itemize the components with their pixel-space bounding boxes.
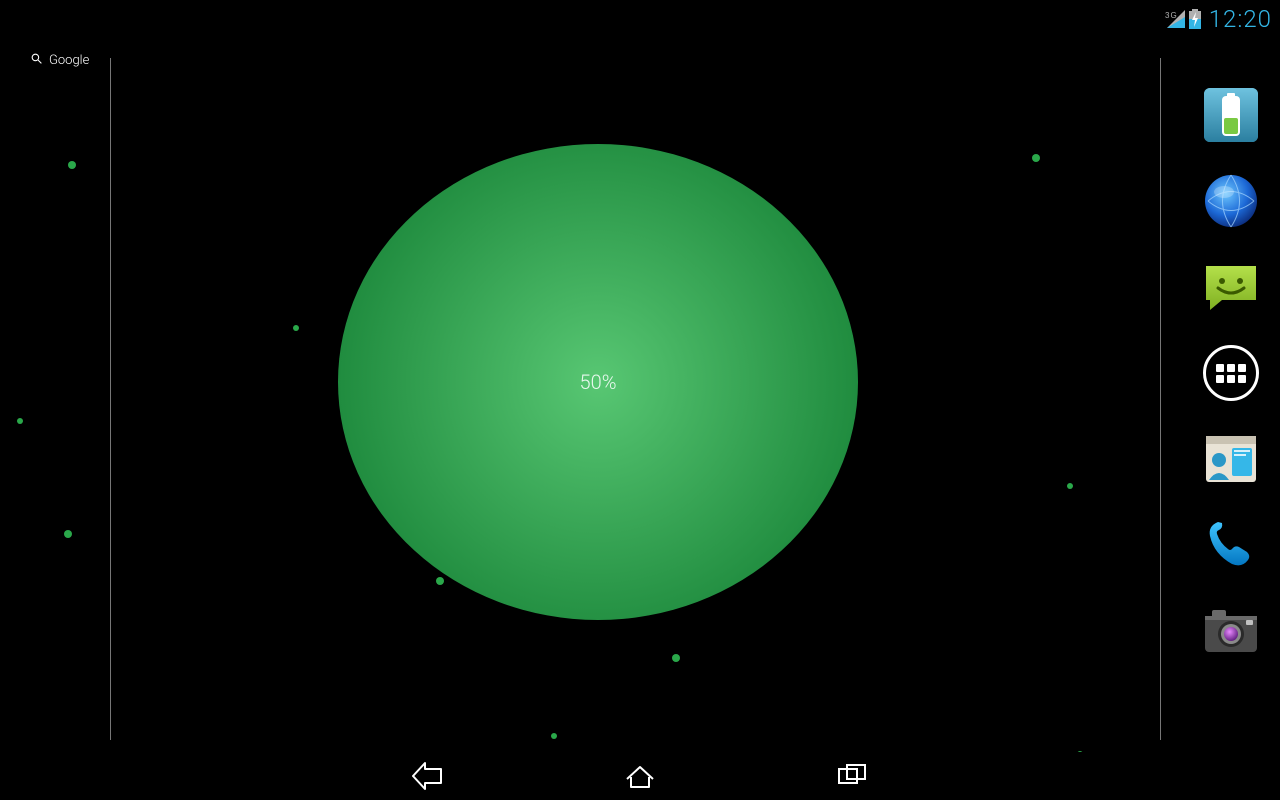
dock: [1196, 86, 1266, 730]
network-3g-icon: 3G: [1165, 10, 1185, 28]
google-search-label: Google: [49, 53, 89, 68]
battery-app-icon[interactable]: [1202, 86, 1260, 144]
search-icon: [30, 52, 43, 69]
battery-charging-icon: [1189, 9, 1201, 29]
wallpaper-particle: [672, 654, 680, 662]
browser-app-icon[interactable]: [1202, 172, 1260, 230]
wallpaper-particle: [17, 418, 23, 424]
messaging-app-icon[interactable]: [1202, 258, 1260, 316]
google-search-button[interactable]: Google: [22, 46, 101, 74]
phone-app-icon[interactable]: [1202, 516, 1260, 574]
wallpaper-layer: 50%: [0, 0, 1280, 800]
battery-blob: 50%: [338, 144, 858, 620]
app-drawer-icon: [1203, 345, 1259, 401]
page-divider-right: [1160, 58, 1161, 740]
svg-text:3G: 3G: [1165, 11, 1178, 20]
app-drawer-button[interactable]: [1202, 344, 1260, 402]
navigation-bar: [0, 752, 1280, 800]
contacts-app-icon[interactable]: [1202, 430, 1260, 488]
clock-text: 12:20: [1209, 5, 1272, 33]
back-button[interactable]: [407, 755, 449, 797]
battery-percent-label: 50%: [580, 370, 617, 394]
home-button[interactable]: [619, 755, 661, 797]
wallpaper-particle: [1032, 154, 1040, 162]
page-divider-left: [110, 58, 111, 740]
recents-button[interactable]: [831, 755, 873, 797]
wallpaper-particle: [1067, 483, 1073, 489]
wallpaper-particle: [551, 733, 557, 739]
wallpaper-particle: [64, 530, 72, 538]
wallpaper-particle: [68, 161, 76, 169]
status-bar: 3G 12:20: [1157, 0, 1280, 38]
camera-app-icon[interactable]: [1202, 602, 1260, 660]
wallpaper-particle: [293, 325, 299, 331]
wallpaper-particle: [436, 577, 444, 585]
